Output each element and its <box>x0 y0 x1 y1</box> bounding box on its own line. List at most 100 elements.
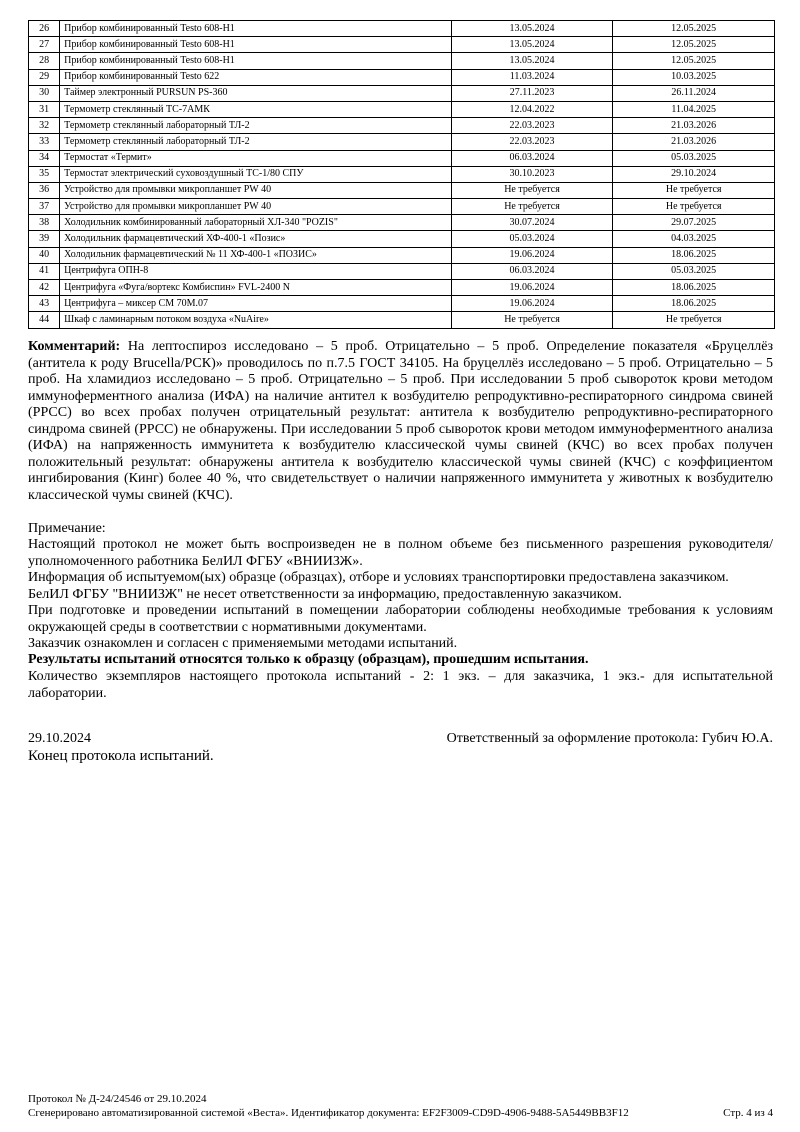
table-row: 29 Прибор комбинированный Testo 622 11.03.… <box>27 68 775 86</box>
footer-protocol: Протокол № Д-24/24546 от 29.10.2024 <box>28 1093 207 1105</box>
note-title: Примечание: <box>28 521 106 536</box>
table-row: 39 Холодильник фармацевтический ХФ-400-1 … <box>27 230 775 248</box>
equipment-name: Устройство для промывки микропланшет PW … <box>59 198 452 216</box>
equipment-name: Центрифуга «Фуга/вортекс Комбиспин» FVL-… <box>59 278 452 297</box>
verification-date: 13.05.2024 <box>450 36 614 54</box>
valid-until-date: 18.06.2025 <box>612 246 775 264</box>
row-number: 39 <box>27 230 61 248</box>
note-p1: Настоящий протокол не может быть воспрои… <box>28 537 773 569</box>
row-number: 42 <box>27 278 61 297</box>
verification-date: 05.03.2024 <box>450 230 614 248</box>
verification-date: 30.10.2023 <box>450 165 614 183</box>
equipment-name: Холодильник фармацевтический № 11 ХФ-400… <box>59 246 452 264</box>
valid-until-date: 12.05.2025 <box>612 19 775 38</box>
row-number: 30 <box>27 84 61 102</box>
verification-date: 19.06.2024 <box>450 295 614 313</box>
verification-date: 13.05.2024 <box>450 19 614 38</box>
comment-paragraph: Комментарий: На лептоспироз исследовано … <box>28 339 773 504</box>
row-number: 27 <box>27 36 61 54</box>
verification-date: Не требуется <box>450 198 614 216</box>
equipment-name: Устройство для промывки микропланшет PW … <box>59 181 452 200</box>
sign-date: 29.10.2024 <box>28 731 91 746</box>
equipment-name: Таймер электронный PURSUN PS-360 <box>59 84 452 102</box>
equipment-name: Прибор комбинированный Testo 622 <box>59 68 452 86</box>
table-row: 30 Таймер электронный PURSUN PS-360 27.11.… <box>27 84 775 102</box>
table-row: 26 Прибор комбинированный Testo 608-H1 13.… <box>27 19 775 38</box>
valid-until-date: 11.04.2025 <box>612 100 775 119</box>
valid-until-date: 21.03.2026 <box>612 133 775 151</box>
row-number: 41 <box>27 262 61 281</box>
valid-until-date: 29.07.2025 <box>612 214 775 232</box>
verification-date: 30.07.2024 <box>450 214 614 232</box>
table-row: 42 Центрифуга «Фуга/вортекс Комбиспин» FV… <box>27 278 775 297</box>
note-p4: Заказчик ознакомлен и согласен с применя… <box>28 636 458 651</box>
verification-date: 11.03.2024 <box>450 68 614 86</box>
valid-until-date: 26.11.2024 <box>612 84 775 102</box>
equipment-name: Термостат «Термит» <box>59 149 452 167</box>
row-number: 44 <box>27 311 61 329</box>
valid-until-date: 05.03.2025 <box>612 262 775 281</box>
valid-until-date: 18.06.2025 <box>612 278 775 297</box>
equipment-name: Центрифуга ОПН-8 <box>59 262 452 281</box>
row-number: 26 <box>27 19 61 38</box>
equipment-name: Прибор комбинированный Testo 608-H1 <box>59 19 452 38</box>
row-number: 43 <box>27 295 61 313</box>
table-row: 41 Центрифуга ОПН-8 06.03.2024 05.03.2025 <box>27 262 775 281</box>
table-row: 43 Центрифуга – миксер СМ 70М.07 19.06.202… <box>27 295 775 313</box>
valid-until-date: Не требуется <box>612 181 775 200</box>
equipment-name: Термометр стеклянный лабораторный ТЛ-2 <box>59 117 452 135</box>
note-p3: При подготовке и проведении испытаний в … <box>28 603 773 635</box>
equipment-name: Холодильник комбинированный лабораторный… <box>59 214 452 232</box>
valid-until-date: 10.03.2025 <box>612 68 775 86</box>
equipment-name: Шкаф с ламинарным потоком воздуха «NuAir… <box>59 311 452 329</box>
table-row: 28 Прибор комбинированный Testo 608-H1 13.… <box>27 52 775 70</box>
table-row: 34 Термостат «Термит» 06.03.2024 05.03.2025 <box>27 149 775 167</box>
equipment-name: Термостат электрический суховоздушный ТС… <box>59 165 452 183</box>
row-number: 34 <box>27 149 61 167</box>
row-number: 29 <box>27 68 61 86</box>
valid-until-date: 05.03.2025 <box>612 149 775 167</box>
verification-date: 19.06.2024 <box>450 278 614 297</box>
equipment-name: Центрифуга – миксер СМ 70М.07 <box>59 295 452 313</box>
table-row: 36 Устройство для промывки микропланшет P… <box>27 181 775 200</box>
verification-date: 13.05.2024 <box>450 52 614 70</box>
row-number: 28 <box>27 52 61 70</box>
row-number: 32 <box>27 117 61 135</box>
valid-until-date: 18.06.2025 <box>612 295 775 313</box>
verification-date: 19.06.2024 <box>450 246 614 264</box>
verification-date: 12.04.2022 <box>450 100 614 119</box>
row-number: 36 <box>27 181 61 200</box>
verification-date: 27.11.2023 <box>450 84 614 102</box>
protocol-end: Конец протокола испытаний. <box>28 748 214 764</box>
equipment-name: Термометр стеклянный ТС-7АМК <box>59 100 452 119</box>
table-row: 33 Термометр стеклянный лабораторный ТЛ-2… <box>27 133 775 151</box>
table-row: 38 Холодильник комбинированный лабораторн… <box>27 214 775 232</box>
row-number: 37 <box>27 198 61 216</box>
equipment-name: Термометр стеклянный лабораторный ТЛ-2 <box>59 133 452 151</box>
valid-until-date: 12.05.2025 <box>612 52 775 70</box>
footer-page: Стр. 4 из 4 <box>723 1107 773 1119</box>
verification-date: Не требуется <box>450 311 614 329</box>
note-p2: Информация об испытуемом(ых) образце (об… <box>28 570 729 602</box>
table-row: 35 Термостат электрический суховоздушный … <box>27 165 775 183</box>
note-p5: Результаты испытаний относятся только к … <box>28 652 589 667</box>
verification-date: 22.03.2023 <box>450 133 614 151</box>
row-number: 31 <box>27 100 61 119</box>
table-row: 44 Шкаф с ламинарным потоком воздуха «NuA… <box>27 311 775 329</box>
row-number: 33 <box>27 133 61 151</box>
table-row: 40 Холодильник фармацевтический № 11 ХФ-4… <box>27 246 775 264</box>
row-number: 38 <box>27 214 61 232</box>
valid-until-date: 29.10.2024 <box>612 165 775 183</box>
table-row: 37 Устройство для промывки микропланшет P… <box>27 198 775 216</box>
verification-date: Не требуется <box>450 181 614 200</box>
valid-until-date: 21.03.2026 <box>612 117 775 135</box>
valid-until-date: 12.05.2025 <box>612 36 775 54</box>
verification-date: 06.03.2024 <box>450 262 614 281</box>
valid-until-date: 04.03.2025 <box>612 230 775 248</box>
verification-date: 22.03.2023 <box>450 117 614 135</box>
equipment-name: Холодильник фармацевтический ХФ-400-1 «П… <box>59 230 452 248</box>
row-number: 35 <box>27 165 61 183</box>
comment-text: На лептоспироз исследовано – 5 проб. Отр… <box>28 339 773 503</box>
table-row: 31 Термометр стеклянный ТС-7АМК 12.04.2022… <box>27 100 775 119</box>
